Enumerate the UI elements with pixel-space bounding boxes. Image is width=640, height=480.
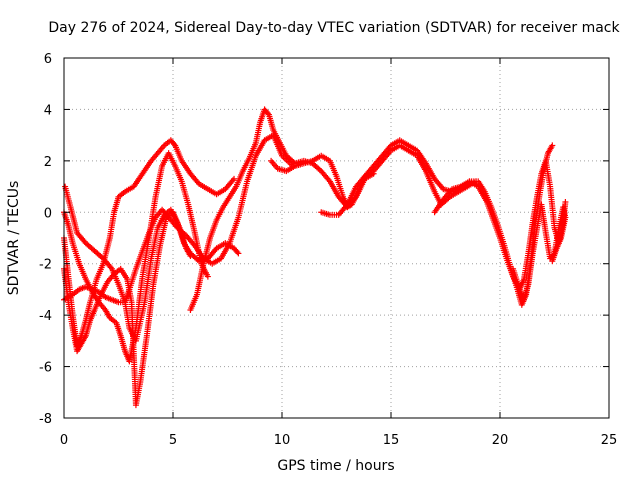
x-tick-label: 15 [383, 433, 400, 448]
data-point [234, 249, 241, 256]
y-tick-label: 0 [44, 206, 52, 221]
data-point [562, 199, 569, 205]
y-tick-label: 2 [44, 155, 52, 170]
series-sat-g [268, 142, 480, 211]
data-points [61, 106, 569, 409]
y-axis-label: SDTVAR / TECUs [6, 181, 22, 296]
data-point [264, 110, 271, 117]
x-tick-label: 10 [274, 433, 291, 448]
y-tick-label: 6 [44, 52, 52, 67]
data-point [549, 258, 556, 265]
chart-title: Day 276 of 2024, Sidereal Day-to-day VTE… [48, 20, 620, 36]
y-tick-label: -6 [39, 361, 52, 376]
y-tick-label: -4 [39, 309, 52, 324]
data-point [204, 273, 211, 280]
data-point [235, 250, 242, 257]
y-tick-label: 4 [44, 103, 52, 118]
x-tick-label: 5 [169, 433, 177, 448]
series-sat-e [61, 209, 194, 409]
x-tick-label: 0 [60, 433, 68, 448]
data-point [549, 142, 556, 149]
x-tick-label: 25 [601, 433, 618, 448]
series-sat-c [61, 137, 238, 349]
y-tick-label: -8 [39, 412, 52, 427]
series-sat-j [510, 201, 569, 303]
x-tick-label: 20 [492, 433, 509, 448]
axis-ticks: 0 5 10 15 20 25 -8 -6 -4 -2 0 2 4 6 [39, 52, 617, 448]
y-tick-label: -2 [39, 258, 52, 273]
x-axis-label: GPS time / hours [277, 458, 394, 474]
data-point [231, 175, 238, 182]
data-point [171, 141, 178, 148]
plot-frame [63, 57, 610, 419]
data-point [187, 253, 194, 259]
